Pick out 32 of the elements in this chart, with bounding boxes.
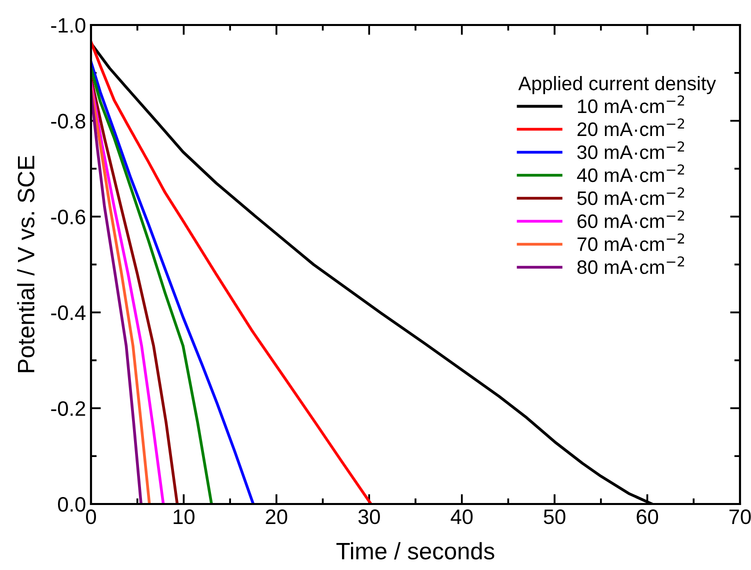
- legend-label: 20 mA·cm$^{−2}$: [578, 118, 684, 136]
- x-tick-label: 30: [358, 509, 380, 524]
- line-series: [91, 90, 142, 504]
- legend-label: 40 mA·cm$^{−2}$: [577, 164, 684, 182]
- line-series: [91, 66, 213, 504]
- line-series: [91, 40, 372, 504]
- x-tick-label: 0: [86, 509, 96, 524]
- x-axis-title: Time / seconds: [336, 542, 494, 560]
- y-tick-label: -1.0: [51, 18, 86, 33]
- y-tick-label: -0.6: [51, 210, 86, 224]
- x-tick-label: 70: [729, 509, 751, 524]
- legend-label: 30 mA·cm$^{−2}$: [577, 141, 684, 160]
- legend-label: 60 mA·cm$^{−2}$: [578, 210, 684, 228]
- x-tick-label: 60: [636, 509, 658, 524]
- legend-label: 80 mA·cm$^{−2}$: [577, 256, 684, 274]
- x-tick-label: 10: [174, 509, 194, 524]
- line-series: [91, 60, 255, 504]
- y-tick-label: 0.0: [58, 497, 86, 512]
- y-tick-label: -0.8: [51, 114, 86, 129]
- x-tick-label: 50: [544, 509, 566, 524]
- line-series: [91, 86, 151, 504]
- line-series: [91, 76, 179, 504]
- legend-title: Applied current density: [518, 76, 716, 94]
- y-axis-title: Potential / V vs. SCE: [17, 156, 34, 372]
- y-tick-label: -0.4: [51, 305, 86, 320]
- legend-label: 50 mA·cm$^{−2}$: [577, 187, 684, 206]
- legend-label: 70 mA·cm$^{−2}$: [578, 233, 684, 252]
- x-tick-label: 40: [450, 509, 473, 524]
- x-tick-label: 20: [266, 509, 288, 524]
- y-tick-label: -0.2: [51, 401, 86, 416]
- line-series: [91, 81, 165, 504]
- legend-label: 10 mA·cm$^{−2}$: [578, 95, 684, 114]
